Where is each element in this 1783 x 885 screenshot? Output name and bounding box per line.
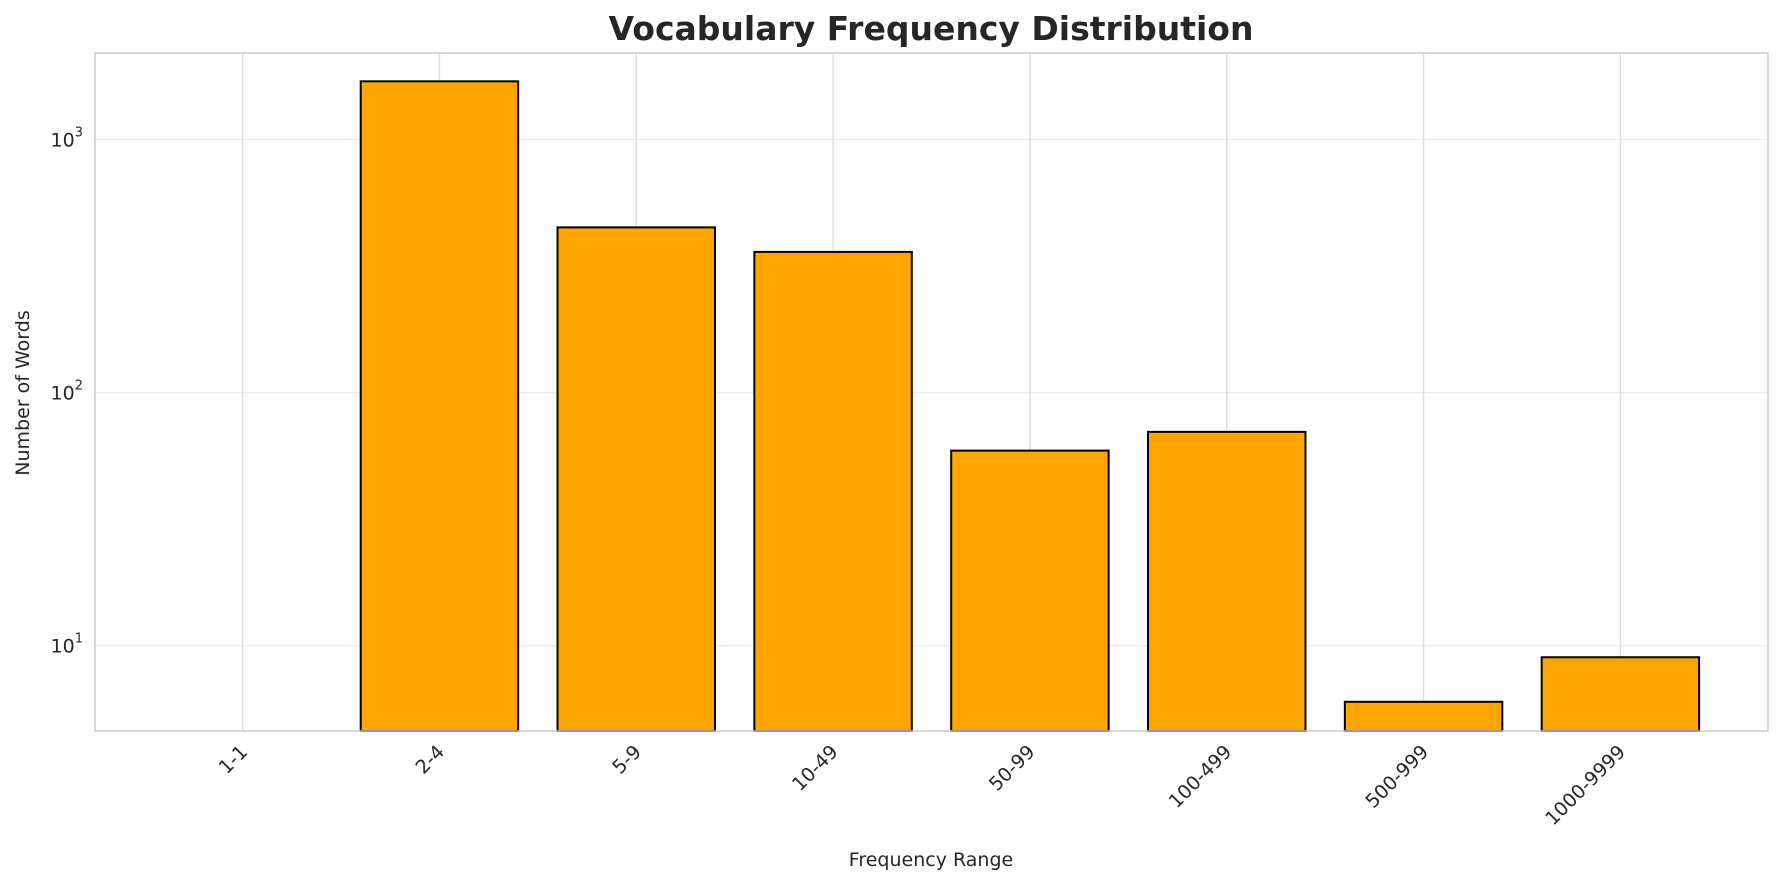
x-tick-labels: 1-1 2-4 5-9 10-49 50-99 100-499 500-999 1000-99… [215,741,1630,830]
bar-2-4 [359,80,520,732]
bar-100-499 [1147,430,1307,732]
x-tick-label: 50-99 [985,741,1040,796]
x-tick-label: 1-1 [215,741,253,779]
y-tick-label: 103 [51,126,83,152]
bar-5-9 [556,226,716,733]
x-axis-label: Frequency Range [849,849,1013,871]
plot-frame [94,52,1769,732]
bar-50-99 [950,449,1110,732]
y-tick-labels: 101 102 103 [51,126,83,658]
y-tick-label: 101 [51,632,83,658]
x-tick-label: 1000-9999 [1541,741,1630,830]
y-tick-label: 102 [51,379,83,405]
bar-1000-9999 [1540,656,1701,733]
x-tick-label: 10-49 [788,741,843,796]
y-axis-label: Number of Words [12,310,34,475]
bar-layer [359,80,1701,733]
x-tick-label: 2-4 [411,741,449,779]
bar-500-999 [1343,700,1504,732]
grid-layer [95,53,1768,731]
x-tick-label: 500-999 [1361,741,1433,813]
x-tick-label: 5-9 [608,741,646,779]
chart-title: Vocabulary Frequency Distribution [609,9,1254,48]
bar-10-49 [753,250,913,732]
x-tick-label: 100-499 [1165,741,1237,813]
